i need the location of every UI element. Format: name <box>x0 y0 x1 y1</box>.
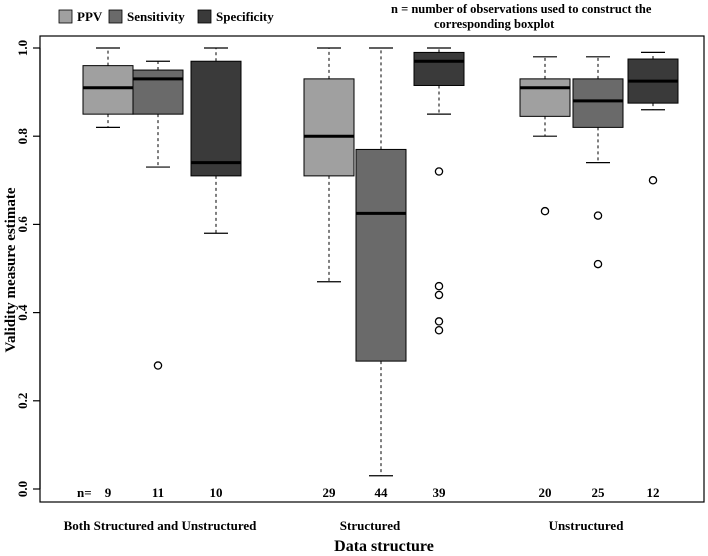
iqr-box <box>413 51 465 86</box>
box-sensitivity-group-3 <box>572 56 624 269</box>
box-ppv-group-3 <box>519 56 571 216</box>
outlier-point <box>648 176 658 185</box>
n-count-label: 39 <box>433 485 447 500</box>
iqr-box <box>519 78 571 117</box>
n-count-label: 9 <box>105 485 112 500</box>
box-sensitivity-group-2 <box>355 47 407 477</box>
n-count-label: 29 <box>323 485 337 500</box>
outlier-point <box>593 211 603 220</box>
n-count-label: 10 <box>210 485 223 500</box>
box-ppv-group-1 <box>82 47 134 128</box>
y-tick-label: 0.2 <box>15 393 30 409</box>
x-axis-title: Data structure <box>334 538 434 555</box>
y-axis-title: Validity measure estimate <box>3 187 19 352</box>
x-tick-label-unstructured: Unstructured <box>549 518 625 533</box>
boxes <box>82 47 679 477</box>
box-specificity-group-3 <box>627 51 679 185</box>
box-specificity-group-1 <box>190 47 242 234</box>
legend-swatch-sensitivity <box>108 9 123 24</box>
y-tick-label: 0.8 <box>15 128 30 145</box>
legend-label-ppv: PPV <box>77 9 103 24</box>
y-tick-label: 0.6 <box>15 216 30 233</box>
n-count-label: 20 <box>539 485 552 500</box>
n-count-label: 11 <box>152 485 164 500</box>
outlier-point <box>434 290 444 300</box>
y-tick-label: 1.0 <box>15 40 30 56</box>
box-sensitivity-group-1 <box>132 60 184 370</box>
note-line-2: corresponding boxplot <box>434 17 555 31</box>
legend-label-sensitivity: Sensitivity <box>127 9 185 24</box>
y-tick-label: 0.4 <box>15 304 30 321</box>
legend-swatch-ppv <box>58 9 73 24</box>
legend: PPV Sensitivity Specificity <box>58 9 274 24</box>
iqr-box <box>355 148 407 362</box>
n-labels: 9 11 10 29 44 39 20 25 12 <box>105 485 660 500</box>
box-ppv-group-2 <box>303 47 355 283</box>
note-line-1: n = number of observations used to const… <box>391 2 652 16</box>
iqr-box <box>190 60 242 177</box>
outlier-point <box>593 259 603 269</box>
iqr-box <box>303 78 355 177</box>
box-specificity-group-2 <box>413 47 465 335</box>
outlier-point <box>434 281 444 291</box>
x-tick-label-structured: Structured <box>340 518 401 533</box>
outlier-point <box>153 361 163 370</box>
n-count-label: 12 <box>647 485 660 500</box>
iqr-box <box>572 78 624 128</box>
legend-swatch-specificity <box>197 9 212 24</box>
outlier-point <box>540 206 550 216</box>
n-prefix-label: n= <box>77 485 92 500</box>
n-count-label: 25 <box>592 485 606 500</box>
y-tick-label: 0.0 <box>15 481 30 497</box>
legend-label-specificity: Specificity <box>216 9 274 24</box>
n-count-label: 44 <box>375 485 389 500</box>
iqr-box <box>82 65 134 115</box>
iqr-box <box>132 69 184 115</box>
outlier-point <box>434 325 444 335</box>
y-axis: 0.0 0.2 0.4 0.6 0.8 1.0 <box>15 40 41 497</box>
outlier-point <box>434 317 444 326</box>
outlier-point <box>434 167 444 176</box>
x-tick-label-both: Both Structured and Unstructured <box>64 518 258 533</box>
